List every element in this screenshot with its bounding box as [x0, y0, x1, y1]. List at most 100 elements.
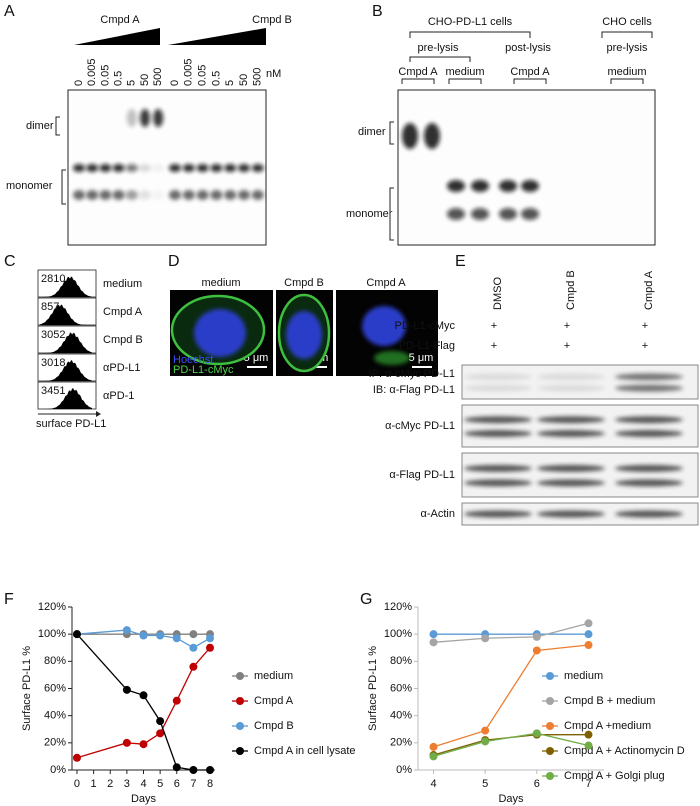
concentration: 50 — [238, 74, 250, 86]
y-tick-label: 20% — [390, 737, 412, 749]
legend-label: Cmpd B + medium — [564, 695, 655, 707]
gel-band — [424, 123, 440, 149]
gel-band — [210, 190, 223, 200]
legend-marker — [236, 672, 244, 680]
condition-label: Cmpd B — [103, 334, 143, 346]
data-point — [532, 646, 541, 655]
legend-marker — [546, 672, 554, 680]
concentration: 0.5 — [113, 71, 125, 86]
label: pre-lysis — [607, 42, 648, 54]
scale-bar-label: 5 μm — [409, 352, 434, 364]
data-point — [172, 696, 181, 705]
x-tick-label: 6 — [534, 778, 540, 790]
concentration: 500 — [152, 68, 164, 86]
panel-label: F — [4, 591, 14, 608]
gel-band — [152, 164, 165, 172]
bracket — [610, 78, 644, 84]
blot-label: α-Flag PD-L1 — [389, 469, 455, 481]
gel-band — [447, 180, 465, 192]
blot-band — [615, 430, 683, 438]
legend-label: Cmpd A +medium — [564, 720, 651, 732]
gel-band — [499, 180, 517, 192]
gel-band — [196, 190, 209, 200]
series-line — [76, 633, 211, 771]
lane-label: Cmpd A — [398, 66, 438, 78]
data-point — [122, 738, 131, 747]
image-title: Cmpd A — [366, 277, 406, 289]
data-point — [429, 630, 438, 639]
concentration: 0.05 — [99, 65, 111, 86]
label: Cmpd A — [100, 14, 140, 26]
data-point — [156, 631, 165, 640]
stain-label: PD-L1-cMyc — [173, 364, 234, 376]
y-tick-label: 100% — [38, 628, 66, 640]
gel-band — [169, 164, 181, 172]
y-tick-label: 120% — [38, 601, 66, 613]
x-tick-label: 4 — [140, 778, 146, 790]
construct-label: PD-L1-cMyc — [394, 320, 455, 332]
x-axis-label: Days — [131, 793, 157, 805]
label: CHO cells — [602, 16, 652, 28]
gel-band — [99, 190, 112, 200]
bracket — [448, 78, 482, 84]
gel-band — [112, 164, 125, 172]
data-point — [172, 763, 181, 772]
mfi-value: 3052 — [41, 329, 65, 341]
x-tick-label: 7 — [190, 778, 196, 790]
gel-band — [126, 109, 137, 127]
nucleus — [194, 309, 246, 357]
blot-band — [464, 510, 532, 518]
blot-band — [464, 464, 532, 472]
blot-band — [537, 373, 605, 381]
concentration: 0 — [73, 80, 85, 86]
mfi-value: 857 — [41, 301, 59, 313]
concentration: 5 — [224, 80, 236, 86]
band-label: monomer — [6, 180, 53, 192]
column-label: Cmpd B — [565, 270, 577, 310]
image-title: medium — [201, 277, 240, 289]
concentration: 0.005 — [183, 58, 195, 86]
blot-label: α-cMyc PD-L1 — [385, 420, 455, 432]
panel-label: B — [372, 3, 383, 20]
blot-band — [537, 416, 605, 424]
gel-band — [139, 190, 151, 200]
y-tick-label: 0% — [396, 764, 412, 776]
legend-label: Cmpd A in cell lysate — [254, 745, 356, 757]
gel-band — [238, 164, 250, 172]
band-label: dimer — [358, 126, 386, 138]
image-title: Cmpd B — [284, 277, 324, 289]
data-point — [189, 630, 198, 639]
data-point — [429, 638, 438, 647]
data-point — [584, 730, 593, 739]
y-tick-label: 80% — [44, 655, 66, 667]
gel-band — [86, 190, 99, 200]
label: Cmpd B — [252, 14, 292, 26]
panel-label: G — [360, 591, 372, 608]
lane-label: medium — [607, 66, 646, 78]
legend-label: Cmpd B — [254, 720, 294, 732]
legend-marker — [546, 772, 554, 780]
series-line — [433, 644, 589, 748]
blot-band — [537, 384, 605, 392]
legend-marker — [546, 697, 554, 705]
mfi-value: 2810 — [41, 273, 65, 285]
gel-band — [251, 190, 264, 200]
concentration: 50 — [139, 74, 151, 86]
histogram — [40, 332, 92, 353]
data-point — [72, 753, 81, 762]
plus-sign: + — [642, 340, 648, 352]
data-point — [206, 634, 215, 643]
blot-band — [615, 464, 683, 472]
bracket — [409, 31, 531, 38]
gel-band — [125, 190, 138, 200]
gel-band — [182, 164, 195, 172]
x-tick-label: 5 — [482, 778, 488, 790]
column-label: DMSO — [492, 277, 504, 310]
gel-band — [182, 190, 195, 200]
blot-band — [615, 416, 683, 424]
blot — [461, 452, 699, 498]
gel-band — [447, 208, 465, 220]
construct-label: PD-L1-Flag — [399, 340, 455, 352]
data-point — [122, 626, 131, 635]
gel-band — [521, 208, 539, 220]
